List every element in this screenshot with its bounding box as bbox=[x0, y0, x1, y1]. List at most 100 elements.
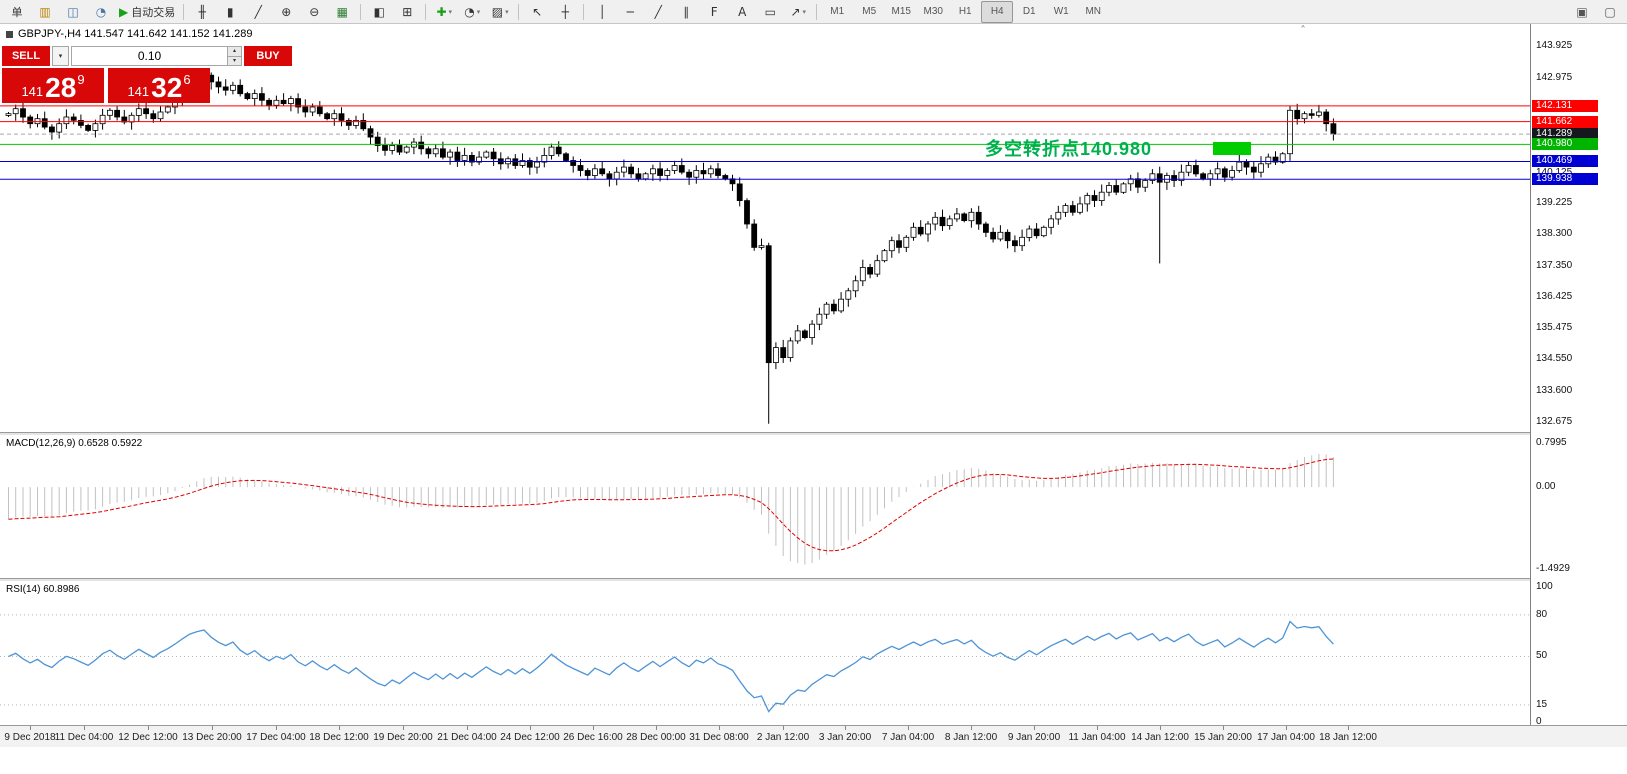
macd-label: MACD(12,26,9) 0.6528 0.5922 bbox=[6, 438, 143, 449]
price-tag: 141.289 bbox=[1532, 128, 1598, 141]
time-axis-tick bbox=[656, 726, 657, 730]
timeframe-m30[interactable]: M30 bbox=[923, 6, 943, 17]
price-axis-label: 133.600 bbox=[1536, 385, 1573, 397]
cursor-icon[interactable]: ↖ bbox=[532, 4, 543, 19]
macd-axis-label: 0.7995 bbox=[1536, 437, 1567, 449]
arrows-tool-icon[interactable]: ↗ ▾ bbox=[790, 4, 807, 19]
fullscreen-icon[interactable]: ▣ bbox=[1576, 4, 1588, 19]
timeframe-m15[interactable]: M15 bbox=[891, 6, 911, 17]
sell-button[interactable]: SELL bbox=[2, 46, 50, 66]
volume-increase-button[interactable]: ▴ bbox=[228, 47, 241, 57]
refresh-icon[interactable]: ◔ bbox=[95, 4, 107, 19]
price-axis-label: 138.300 bbox=[1536, 227, 1573, 239]
timeframe-h4[interactable]: H4 bbox=[981, 0, 1014, 23]
zoom-out-icon[interactable]: ⊖ bbox=[309, 4, 320, 19]
new-order-button[interactable]: 单 bbox=[11, 6, 23, 19]
toolbar-separator bbox=[816, 3, 818, 20]
time-axis-tick bbox=[530, 726, 531, 730]
templates-icon[interactable]: ▨ ▾ bbox=[491, 4, 509, 19]
indicators-icon[interactable]: ✚ ▾ bbox=[436, 4, 453, 19]
time-axis-tick bbox=[1348, 726, 1349, 730]
toolbar-separator bbox=[425, 3, 427, 20]
toolbar: 单 ▥ ◫ ◔ ▶ 自动交易 ╫ ▮ ╱ ⊕ ⊖ ▦ ◧ ⊞ ✚ ▾ ◔ ▾ ▨ ▾ ↖ ┼ │ ─ ╱ ∥ F A ▭ ↗ ▾ M1 M5 M1… bbox=[0, 0, 1627, 24]
sell-price[interactable]: 141 28 9 bbox=[2, 68, 104, 103]
panel-splitter[interactable] bbox=[0, 432, 1627, 435]
cascade-windows-icon[interactable]: ◧ bbox=[373, 4, 385, 19]
time-axis-tick bbox=[84, 726, 85, 730]
time-axis-label: 3 Jan 20:00 bbox=[818, 732, 872, 743]
autotrade-button[interactable]: ▶ 自动交易 bbox=[119, 4, 176, 19]
candlestick-chart-icon[interactable]: ▮ bbox=[226, 4, 234, 19]
toolbar-separator bbox=[183, 3, 185, 20]
time-axis-label: 11 Jan 04:00 bbox=[1068, 732, 1126, 743]
fibonacci-icon[interactable]: F bbox=[710, 4, 718, 19]
panel-splitter[interactable] bbox=[0, 578, 1627, 581]
timeframe-d1[interactable]: D1 bbox=[1022, 6, 1036, 17]
time-axis-label: 15 Jan 20:00 bbox=[1194, 732, 1252, 743]
rsi-axis-label: 0 bbox=[1536, 716, 1542, 727]
time-axis-tick bbox=[593, 726, 594, 730]
rsi-axis-label: 80 bbox=[1536, 608, 1548, 620]
trade-options-dropdown[interactable]: ▾ bbox=[52, 46, 69, 66]
time-axis-label: 18 Jan 12:00 bbox=[1319, 732, 1377, 743]
price-axis-label: 136.425 bbox=[1536, 290, 1573, 302]
price-axis-label: 143.925 bbox=[1536, 39, 1573, 51]
profiles-icon[interactable]: ◫ bbox=[67, 4, 79, 19]
buy-button[interactable]: BUY bbox=[244, 46, 292, 66]
arrange-windows-icon[interactable]: ⊞ bbox=[402, 4, 413, 19]
window-layout-icon[interactable]: ▢ bbox=[1604, 4, 1616, 19]
time-axis-label: 24 Dec 12:00 bbox=[500, 732, 560, 743]
chart-symbol-icon bbox=[6, 30, 13, 38]
vertical-line-icon[interactable]: │ bbox=[598, 4, 606, 19]
timeframe-w1[interactable]: W1 bbox=[1053, 6, 1069, 17]
horizontal-line-icon[interactable]: ─ bbox=[626, 4, 634, 19]
time-axis-tick bbox=[467, 726, 468, 730]
time-axis-label: 11 Dec 04:00 bbox=[54, 732, 114, 743]
zoom-in-icon[interactable]: ⊕ bbox=[281, 4, 292, 19]
timeframe-mn[interactable]: MN bbox=[1085, 6, 1102, 17]
buy-price-sup: 6 bbox=[183, 72, 191, 87]
price-tag: 140.469 bbox=[1532, 155, 1598, 168]
text-tool-icon[interactable]: A bbox=[738, 4, 747, 19]
time-axis-tick bbox=[339, 726, 340, 730]
crosshair-icon[interactable]: ┼ bbox=[561, 4, 569, 19]
periods-icon[interactable]: ◔ ▾ bbox=[464, 4, 481, 19]
timeframe-m5[interactable]: M5 bbox=[862, 6, 877, 17]
tile-windows-icon[interactable]: ▦ bbox=[336, 4, 348, 19]
timeframe-h1[interactable]: H1 bbox=[958, 6, 972, 17]
candlestick-chart[interactable] bbox=[0, 24, 1530, 432]
time-axis-tick bbox=[845, 726, 846, 730]
label-tool-icon[interactable]: ▭ bbox=[764, 4, 776, 19]
highlight-rectangle[interactable] bbox=[1213, 142, 1251, 155]
time-axis-tick bbox=[783, 726, 784, 730]
pivot-annotation[interactable]: 多空转折点140.980 bbox=[985, 139, 1153, 159]
timeframe-m1[interactable]: M1 bbox=[830, 6, 845, 17]
buy-price[interactable]: 141 32 6 bbox=[108, 68, 210, 103]
time-axis-tick bbox=[1286, 726, 1287, 730]
volume-decrease-button[interactable]: ▾ bbox=[228, 56, 241, 65]
rsi-label: RSI(14) 60.8986 bbox=[6, 584, 80, 595]
volume-spinner: ▴ ▾ bbox=[227, 47, 241, 65]
trendline-icon[interactable]: ╱ bbox=[654, 4, 662, 19]
bar-chart-icon[interactable]: ╫ bbox=[198, 4, 206, 19]
toolbar-separator bbox=[583, 3, 585, 20]
time-axis-label: 9 Jan 20:00 bbox=[1007, 732, 1061, 743]
rsi-chart[interactable] bbox=[0, 581, 1530, 725]
time-axis-label: 19 Dec 20:00 bbox=[373, 732, 433, 743]
chart-title: GBPJPY-,H4 141.547 141.642 141.152 141.2… bbox=[6, 28, 252, 40]
time-axis-label: 12 Dec 12:00 bbox=[118, 732, 178, 743]
line-chart-icon[interactable]: ╱ bbox=[254, 4, 262, 19]
time-axis-tick bbox=[148, 726, 149, 730]
price-tag: 141.662 bbox=[1532, 115, 1598, 128]
macd-chart[interactable] bbox=[0, 435, 1530, 578]
rsi-axis-label: 100 bbox=[1536, 581, 1553, 593]
charts-window-icon[interactable]: ▥ bbox=[39, 4, 51, 19]
time-axis-label: 17 Dec 04:00 bbox=[246, 732, 306, 743]
time-axis-tick bbox=[212, 726, 213, 730]
time-axis-tick bbox=[276, 726, 277, 730]
channel-icon[interactable]: ∥ bbox=[683, 4, 690, 19]
time-axis-label: 8 Jan 12:00 bbox=[944, 732, 998, 743]
volume-input[interactable] bbox=[72, 47, 227, 65]
scroll-to-end-marker[interactable]: ˆ bbox=[1300, 24, 1306, 38]
